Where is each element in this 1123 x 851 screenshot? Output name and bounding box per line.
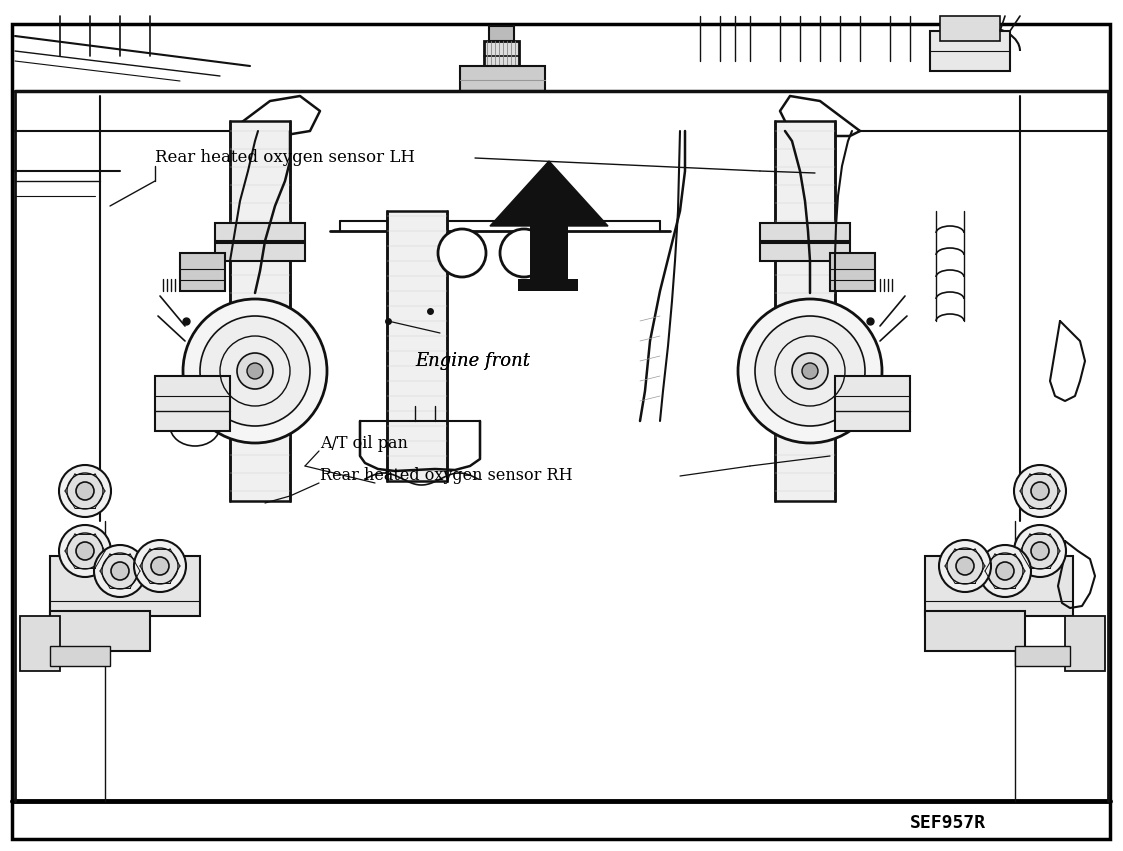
Circle shape [947, 548, 983, 584]
Bar [530, 226, 568, 281]
Text: Rear heated oxygen sensor RH: Rear heated oxygen sensor RH [320, 467, 573, 484]
Circle shape [755, 316, 865, 426]
Circle shape [996, 562, 1014, 580]
Bar [830, 253, 875, 291]
Bar [775, 121, 836, 501]
Circle shape [1022, 533, 1058, 569]
Circle shape [802, 363, 818, 379]
Circle shape [134, 540, 186, 592]
Bar [925, 556, 1072, 616]
Text: Engine front: Engine front [416, 352, 530, 370]
Bar [1015, 646, 1070, 666]
Circle shape [183, 299, 327, 443]
Circle shape [987, 553, 1023, 589]
Bar [20, 616, 60, 671]
Circle shape [956, 557, 974, 575]
Bar [230, 121, 290, 501]
Circle shape [94, 545, 146, 597]
Circle shape [60, 465, 111, 517]
Bar [760, 223, 850, 241]
Bar [836, 376, 910, 431]
Circle shape [1014, 525, 1066, 577]
Circle shape [500, 229, 548, 277]
Circle shape [60, 525, 111, 577]
Bar [387, 211, 447, 481]
Circle shape [792, 353, 828, 389]
Bar [51, 556, 200, 616]
Bar [155, 376, 230, 431]
Circle shape [102, 553, 138, 589]
Circle shape [939, 540, 990, 592]
Circle shape [150, 557, 168, 575]
Bar [518, 279, 578, 291]
Bar [460, 66, 545, 91]
Circle shape [247, 363, 263, 379]
Text: Rear heated oxygen sensor LH: Rear heated oxygen sensor LH [155, 150, 416, 167]
Bar [51, 646, 110, 666]
Polygon shape [490, 161, 608, 226]
Bar [214, 243, 305, 261]
Circle shape [141, 548, 179, 584]
Bar [489, 26, 514, 41]
Circle shape [76, 542, 94, 560]
Circle shape [200, 316, 310, 426]
Circle shape [67, 473, 103, 509]
Bar [760, 243, 850, 261]
Bar [925, 611, 1025, 651]
Circle shape [67, 533, 103, 569]
Text: SEF957R: SEF957R [910, 814, 986, 832]
Circle shape [738, 299, 882, 443]
Text: Engine front: Engine front [416, 352, 530, 370]
Circle shape [111, 562, 129, 580]
Circle shape [438, 229, 486, 277]
Bar [180, 253, 225, 291]
Circle shape [1014, 465, 1066, 517]
Bar [940, 16, 999, 41]
Circle shape [979, 545, 1031, 597]
Circle shape [76, 482, 94, 500]
Bar [484, 41, 519, 71]
Circle shape [1031, 482, 1049, 500]
Bar [930, 31, 1010, 71]
Bar [214, 223, 305, 241]
Bar [1065, 616, 1105, 671]
Circle shape [1022, 473, 1058, 509]
Circle shape [1031, 542, 1049, 560]
Circle shape [237, 353, 273, 389]
Text: A/T oil pan: A/T oil pan [320, 436, 408, 453]
Bar [51, 611, 150, 651]
